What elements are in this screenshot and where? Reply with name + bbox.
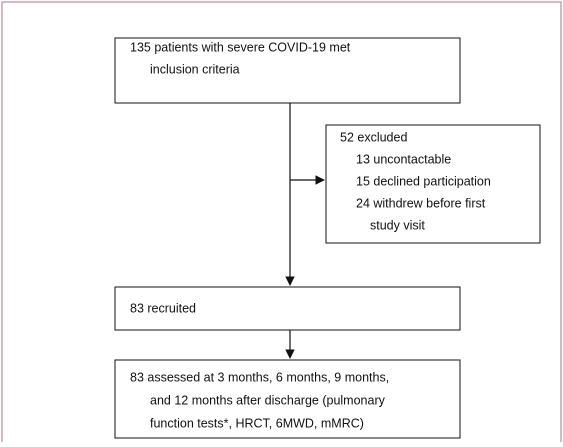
node-text: 83 recruited xyxy=(130,301,196,315)
node-text: 135 patients with severe COVID-19 met xyxy=(130,40,351,54)
box-eligible xyxy=(114,37,461,104)
node-text: function tests*, HRCT, 6MWD, mMRC) xyxy=(150,416,364,430)
node-text: study visit xyxy=(370,218,425,232)
node-text: and 12 months after discharge (pulmonary xyxy=(150,393,386,407)
node-text: 13 uncontactable xyxy=(356,152,451,166)
box-recruited xyxy=(114,286,461,331)
node-text: 15 declined participation xyxy=(356,174,491,188)
box-assessed xyxy=(114,359,461,439)
node-text: 24 withdrew before first xyxy=(356,196,486,210)
node-text: 52 excluded xyxy=(340,130,407,144)
node-text: 83 assessed at 3 months, 6 months, 9 mon… xyxy=(130,370,389,384)
box-excluded xyxy=(325,124,541,244)
node-text: inclusion criteria xyxy=(150,62,240,76)
